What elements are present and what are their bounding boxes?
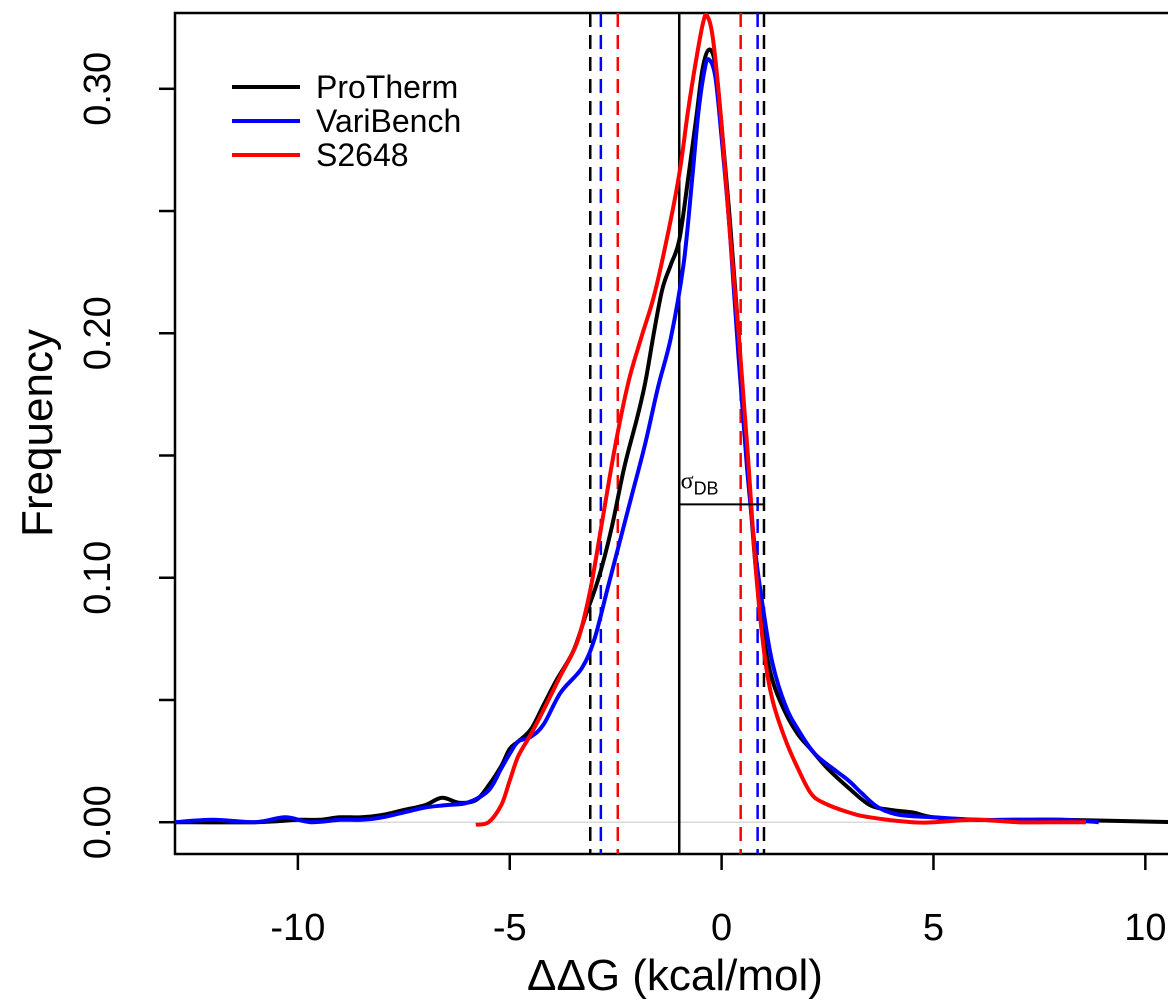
y-axis: 0.00 0.10 0.20 0.30 xyxy=(77,52,175,859)
sigma-annotation: σDB xyxy=(679,468,764,506)
legend-label: ProTherm xyxy=(316,69,458,105)
x-tick-label: -10 xyxy=(270,907,325,949)
x-axis-title: ΔΔG (kcal/mol) xyxy=(527,951,823,1000)
x-tick-label: 0 xyxy=(711,907,732,949)
x-tick-label: 10 xyxy=(1124,907,1166,949)
y-tick-label: 0.10 xyxy=(77,541,119,615)
legend-label: VariBench xyxy=(316,103,461,139)
plot-frame xyxy=(173,11,1168,856)
series-line-s2648 xyxy=(475,13,1086,827)
x-tick-label: -5 xyxy=(493,907,527,949)
sigma-symbol: σ xyxy=(681,468,694,494)
x-axis: -10 -5 0 5 10 xyxy=(270,854,1166,949)
series-line-varibench xyxy=(175,57,1099,825)
legend-label: S2648 xyxy=(316,137,409,173)
y-tick-label: 0.00 xyxy=(77,785,119,859)
series-lines xyxy=(175,13,1168,827)
y-tick-label: 0.30 xyxy=(77,52,119,126)
x-tick-label: 5 xyxy=(923,907,944,949)
series-line-protherm xyxy=(175,47,1168,825)
y-axis-title: Frequency xyxy=(13,329,62,537)
y-tick-label: 0.20 xyxy=(77,296,119,370)
sigma-subscript: DB xyxy=(694,478,719,498)
sigma-label: σDB xyxy=(681,468,719,498)
